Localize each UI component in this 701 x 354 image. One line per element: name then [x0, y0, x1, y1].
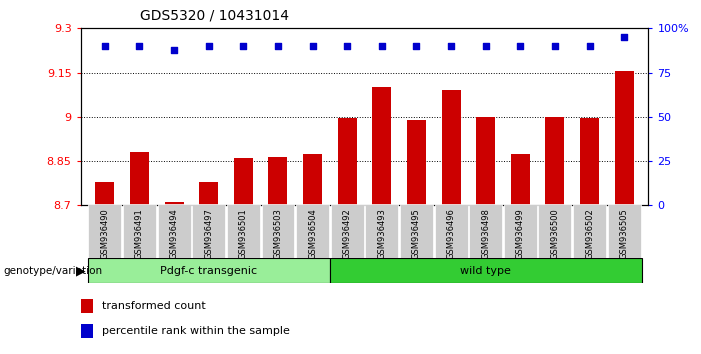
- Text: GSM936501: GSM936501: [239, 208, 248, 259]
- Text: GDS5320 / 10431014: GDS5320 / 10431014: [140, 9, 290, 23]
- Point: [480, 43, 491, 49]
- Text: GSM936490: GSM936490: [100, 208, 109, 259]
- Text: GSM936504: GSM936504: [308, 208, 317, 259]
- Bar: [615, 71, 634, 205]
- Bar: [476, 117, 495, 205]
- Bar: [338, 118, 357, 205]
- Point: [341, 43, 353, 49]
- Text: GSM936505: GSM936505: [620, 208, 629, 259]
- Bar: [407, 120, 426, 205]
- Point: [618, 34, 629, 40]
- Text: transformed count: transformed count: [102, 301, 205, 311]
- Bar: [331, 204, 364, 258]
- Text: ▶: ▶: [76, 264, 86, 277]
- Bar: [95, 182, 114, 205]
- Point: [203, 43, 215, 49]
- Point: [273, 43, 284, 49]
- Text: Pdgf-c transgenic: Pdgf-c transgenic: [160, 266, 257, 276]
- Bar: [234, 158, 253, 205]
- Bar: [442, 90, 461, 205]
- Point: [584, 43, 595, 49]
- Text: wild type: wild type: [461, 266, 511, 276]
- Bar: [538, 204, 571, 258]
- Point: [168, 47, 179, 52]
- Bar: [199, 182, 218, 205]
- Text: GSM936496: GSM936496: [447, 208, 456, 259]
- Bar: [88, 204, 121, 258]
- Bar: [268, 157, 287, 205]
- Text: GSM936492: GSM936492: [343, 208, 352, 259]
- Bar: [372, 87, 391, 205]
- Point: [376, 43, 388, 49]
- Bar: [130, 152, 149, 205]
- Text: GSM936495: GSM936495: [412, 208, 421, 259]
- Bar: [580, 118, 599, 205]
- Text: GSM936494: GSM936494: [170, 208, 179, 259]
- Text: GSM936493: GSM936493: [377, 208, 386, 259]
- Bar: [303, 154, 322, 205]
- Text: GSM936497: GSM936497: [204, 208, 213, 259]
- Bar: [330, 258, 641, 283]
- Bar: [158, 204, 191, 258]
- Bar: [608, 204, 641, 258]
- Bar: [511, 154, 530, 205]
- Text: GSM936500: GSM936500: [550, 208, 559, 259]
- Bar: [192, 204, 225, 258]
- Point: [445, 43, 456, 49]
- Text: GSM936503: GSM936503: [273, 208, 283, 259]
- Bar: [400, 204, 433, 258]
- Bar: [504, 204, 537, 258]
- Bar: [435, 204, 468, 258]
- Bar: [165, 202, 184, 205]
- Point: [307, 43, 318, 49]
- Bar: [573, 204, 606, 258]
- Point: [411, 43, 422, 49]
- Point: [134, 43, 145, 49]
- Bar: [261, 204, 294, 258]
- Point: [550, 43, 561, 49]
- Text: GSM936498: GSM936498: [481, 208, 490, 259]
- Bar: [296, 204, 329, 258]
- Text: GSM936491: GSM936491: [135, 208, 144, 259]
- Text: GSM936502: GSM936502: [585, 208, 594, 259]
- Text: genotype/variation: genotype/variation: [4, 266, 102, 276]
- Point: [515, 43, 526, 49]
- Bar: [365, 204, 398, 258]
- Point: [238, 43, 249, 49]
- Bar: [88, 258, 330, 283]
- Text: GSM936499: GSM936499: [516, 208, 525, 259]
- Text: percentile rank within the sample: percentile rank within the sample: [102, 326, 290, 336]
- Bar: [227, 204, 260, 258]
- Point: [100, 43, 111, 49]
- Bar: [469, 204, 502, 258]
- Bar: [123, 204, 156, 258]
- Bar: [545, 117, 564, 205]
